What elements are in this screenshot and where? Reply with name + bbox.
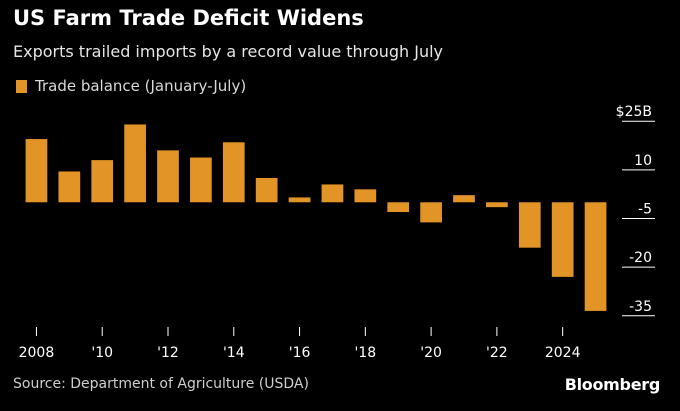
chart-title: US Farm Trade Deficit Widens	[13, 6, 364, 30]
legend-label: Trade balance (January-July)	[35, 77, 247, 95]
bloomberg-logo: Bloomberg	[564, 375, 661, 394]
bar-2015	[255, 177, 278, 203]
bar-2014	[222, 142, 245, 203]
legend: Trade balance (January-July)	[16, 77, 246, 95]
bar-2020	[420, 202, 442, 223]
bar-2018	[354, 189, 377, 203]
bar-2023	[518, 202, 541, 248]
bar-2017	[321, 184, 344, 203]
x-tick-label: '10	[91, 345, 113, 361]
bar-2019	[387, 202, 410, 213]
bar-2008	[25, 139, 48, 203]
x-tick-label: '20	[420, 345, 442, 361]
bar-2021	[453, 195, 475, 203]
bar-2024	[551, 202, 574, 277]
y-tick-label: $25B	[616, 104, 652, 120]
source-note: Source: Department of Agriculture (USDA)	[13, 376, 309, 392]
x-tick-label: '18	[354, 345, 376, 361]
x-tick-label: '22	[486, 345, 508, 361]
y-tick-label: -35	[629, 299, 652, 315]
y-tick-label: 10	[634, 153, 652, 169]
x-tick-label: 2024	[545, 345, 581, 361]
x-tick-label: '16	[289, 345, 311, 361]
x-tick-label: '12	[157, 345, 179, 361]
bar-2010	[91, 160, 114, 203]
bar-2022	[486, 202, 508, 208]
y-tick-label: -20	[629, 250, 652, 266]
bar-2016	[288, 197, 311, 203]
bar-2025	[584, 202, 607, 311]
legend-swatch	[16, 79, 27, 93]
bar-2012	[157, 150, 179, 203]
x-tick-label: '14	[223, 345, 245, 361]
bar-2009	[58, 171, 81, 203]
x-tick-label: 2008	[19, 345, 55, 361]
chart-subtitle: Exports trailed imports by a record valu…	[13, 42, 443, 61]
bar-2013	[190, 157, 212, 203]
y-tick-label: -5	[638, 202, 652, 218]
bar-2011	[124, 124, 146, 203]
